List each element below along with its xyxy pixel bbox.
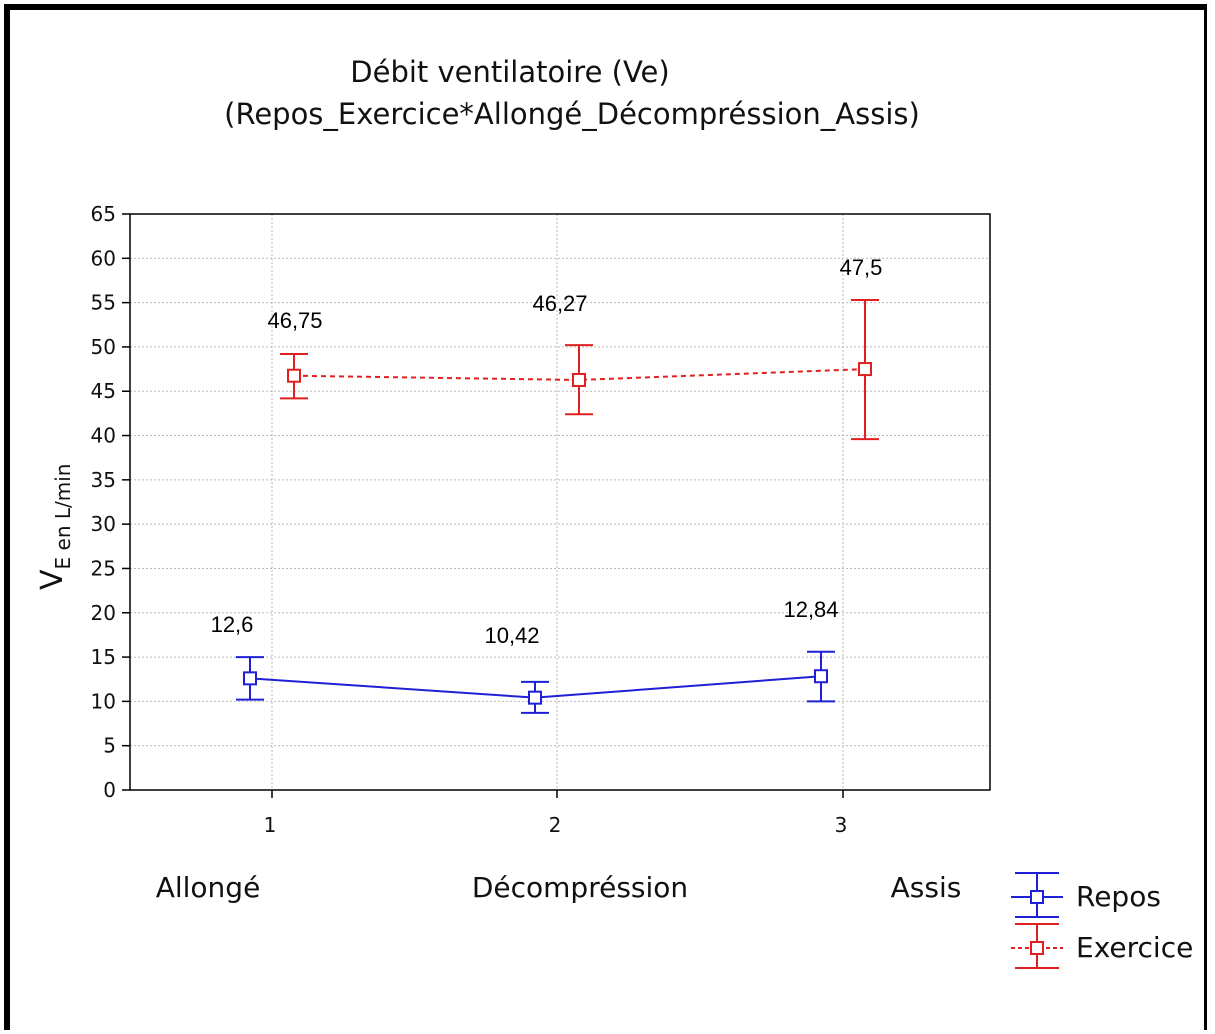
y-tick-label: 20 <box>91 601 116 625</box>
y-axis-label-main: V <box>35 569 70 590</box>
category-label: Décompréssion <box>472 871 688 904</box>
data-label: 46,75 <box>267 308 322 333</box>
data-point <box>243 671 257 686</box>
chart-title: Débit ventilatoire (Ve) <box>350 55 669 89</box>
data-point <box>287 368 301 383</box>
data-label: 12,6 <box>211 612 254 637</box>
data-label: 47,5 <box>840 255 883 280</box>
x-tick-label: 3 <box>835 813 848 837</box>
y-tick-label: 40 <box>91 424 116 448</box>
y-tick-label: 15 <box>91 645 116 669</box>
data-label: 46,27 <box>532 291 587 316</box>
data-point <box>814 669 828 684</box>
legend-item-repos: Repos <box>1011 872 1161 918</box>
x-tick-label: 2 <box>549 813 562 837</box>
y-tick-label: 25 <box>91 556 116 580</box>
legend-marker <box>1030 890 1044 904</box>
y-axis-label: VE en L/min <box>35 464 75 590</box>
y-tick-label: 55 <box>91 291 116 315</box>
y-tick-label: 45 <box>91 379 116 403</box>
y-tick-label: 65 <box>91 202 116 226</box>
data-label: 10,42 <box>484 623 539 648</box>
category-label: Assis <box>891 871 962 904</box>
data-label: 12,84 <box>783 597 838 622</box>
y-tick-label: 10 <box>91 689 116 713</box>
y-tick-label: 0 <box>103 778 116 802</box>
data-point <box>572 372 586 387</box>
y-axis-label-sub: E en L/min <box>51 464 75 570</box>
plot-area <box>129 213 991 791</box>
category-label: Allongé <box>156 871 261 904</box>
legend-marker <box>1030 941 1044 955</box>
legend-item-exercice: Exercice <box>1011 923 1193 969</box>
data-point <box>858 362 872 377</box>
legend-label: Repos <box>1076 880 1161 913</box>
y-tick-label: 35 <box>91 468 116 492</box>
y-tick-label: 50 <box>91 335 116 359</box>
x-tick-label: 1 <box>264 813 277 837</box>
legend-label: Exercice <box>1076 931 1193 964</box>
chart-frame <box>4 4 1207 1030</box>
y-tick-label: 5 <box>103 734 116 758</box>
y-tick-label: 30 <box>91 512 116 536</box>
y-tick-label: 60 <box>91 246 116 270</box>
data-point <box>528 690 542 705</box>
chart-subtitle: (Repos_Exercice*Allongé_Décompréssion_As… <box>224 97 920 131</box>
